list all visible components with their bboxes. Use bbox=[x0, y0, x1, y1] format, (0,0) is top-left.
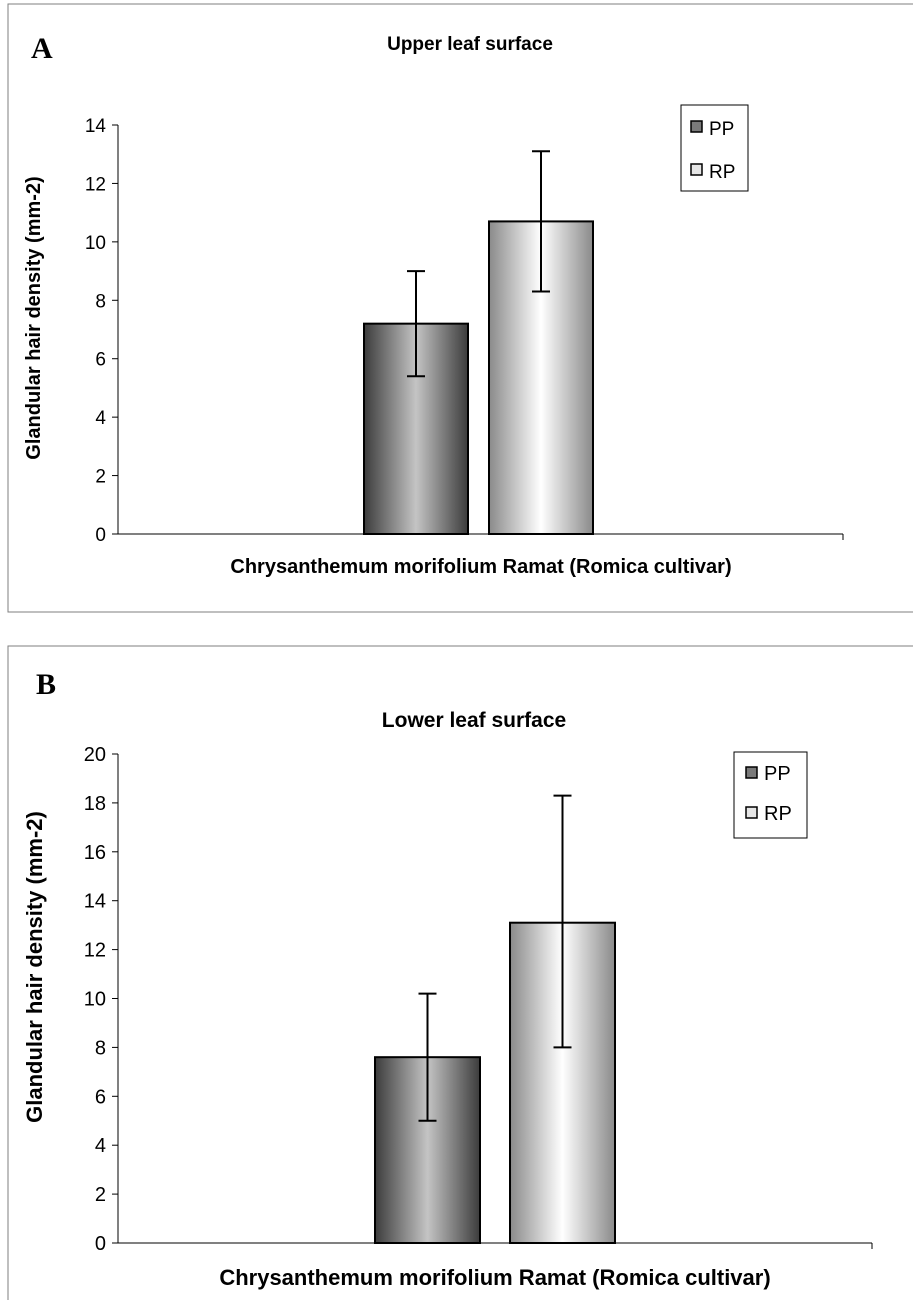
chart-title: Lower leaf surface bbox=[382, 709, 566, 732]
panel-frame bbox=[7, 645, 913, 1305]
y-tick-label: 2 bbox=[95, 1184, 106, 1206]
legend-label-pp: PP bbox=[764, 763, 791, 785]
y-tick-label: 14 bbox=[85, 116, 107, 137]
legend-label-pp: PP bbox=[709, 119, 734, 140]
bar-group bbox=[363, 220, 594, 536]
y-tick-label: 4 bbox=[95, 1135, 106, 1157]
error-bar-rp bbox=[532, 150, 550, 293]
panel-frame bbox=[7, 3, 913, 613]
y-axis-ticks: 0 2 4 6 8 10 12 14 16 18 20 bbox=[84, 744, 118, 1255]
legend: PP RP bbox=[680, 104, 749, 192]
legend-box bbox=[680, 104, 749, 192]
y-tick-label: 12 bbox=[84, 940, 106, 962]
chart-panel-a: A Upper leaf surface Glandular hair dens… bbox=[7, 3, 913, 613]
chart-panel-b: B Lower leaf surface Glandular hair dens… bbox=[7, 645, 913, 1305]
error-bars bbox=[407, 150, 550, 378]
y-tick-label: 14 bbox=[84, 891, 106, 913]
y-tick-label: 4 bbox=[95, 408, 106, 429]
x-axis-label: Chrysanthemum morifolium Ramat (Romica c… bbox=[219, 1265, 770, 1290]
error-bar-pp bbox=[407, 270, 425, 378]
y-tick-label: 2 bbox=[95, 467, 106, 488]
y-tick-label: 8 bbox=[95, 291, 106, 312]
error-bar-pp bbox=[418, 992, 437, 1122]
legend-swatch-pp bbox=[745, 766, 758, 779]
error-bar-rp bbox=[553, 794, 572, 1049]
legend: PP RP bbox=[733, 751, 808, 839]
x-axis-label: Chrysanthemum morifolium Ramat (Romica c… bbox=[230, 556, 731, 578]
y-axis-label: Glandular hair density (mm-2) bbox=[22, 811, 47, 1123]
y-tick-label: 20 bbox=[84, 744, 106, 766]
y-tick-label: 10 bbox=[85, 233, 106, 254]
y-tick-label: 8 bbox=[95, 1037, 106, 1059]
legend-label-rp: RP bbox=[764, 803, 792, 825]
bar-group bbox=[374, 921, 616, 1245]
y-tick-label: 18 bbox=[84, 793, 106, 815]
y-axis-label: Glandular hair density (mm-2) bbox=[23, 176, 45, 459]
chart-title: Upper leaf surface bbox=[387, 34, 553, 55]
panel-letter: B bbox=[36, 668, 56, 701]
y-tick-label: 12 bbox=[85, 174, 106, 195]
y-tick-label: 0 bbox=[95, 1233, 106, 1255]
y-axis-ticks: 0 2 4 6 8 10 12 14 bbox=[85, 116, 118, 546]
y-tick-label: 16 bbox=[84, 842, 106, 864]
legend-swatch-pp bbox=[690, 120, 703, 133]
panel-letter: A bbox=[31, 32, 53, 65]
y-tick-label: 6 bbox=[95, 350, 106, 371]
legend-swatch-rp bbox=[690, 163, 703, 176]
legend-swatch-rp bbox=[745, 806, 758, 819]
y-tick-label: 0 bbox=[95, 525, 106, 546]
error-bars bbox=[418, 794, 572, 1122]
y-tick-label: 10 bbox=[84, 989, 106, 1011]
legend-label-rp: RP bbox=[709, 162, 735, 183]
y-tick-label: 6 bbox=[95, 1086, 106, 1108]
